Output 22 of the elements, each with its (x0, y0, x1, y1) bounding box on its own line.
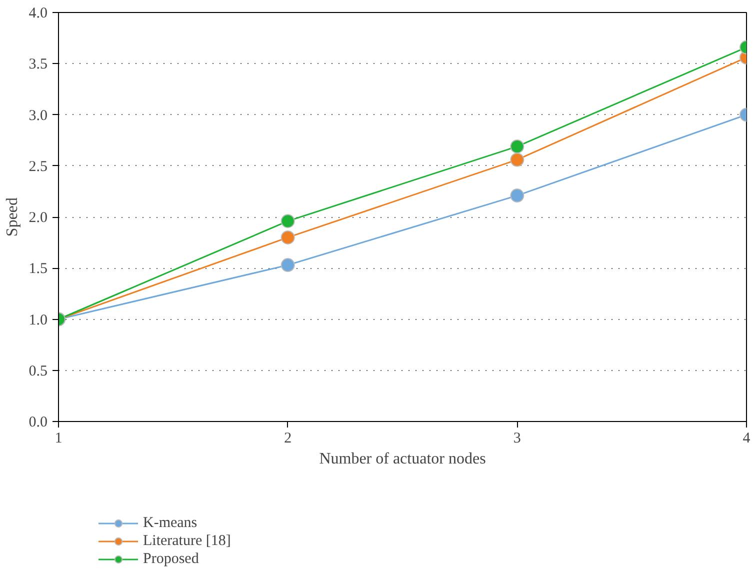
y-tick-label: 4.0 (28, 6, 48, 22)
x-axis-title: Number of actuator nodes (319, 450, 486, 468)
x-tick-label: 2 (284, 430, 292, 446)
legend-label: Literature [18] (143, 532, 231, 550)
x-tick-label: 4 (742, 430, 751, 446)
y-tick-label: 1.0 (28, 312, 48, 328)
y-tick-label: 1.5 (28, 261, 48, 278)
point (280, 258, 295, 272)
point (510, 188, 524, 203)
x-tick-label: 3 (513, 430, 521, 446)
legend-label: K-means (143, 514, 198, 532)
point (510, 152, 524, 167)
y-tick-label: 0.0 (28, 414, 48, 430)
y-axis-title: Speed (4, 197, 21, 237)
y-tick-label: 3.0 (28, 108, 48, 124)
x-tick-label: 1 (54, 430, 62, 446)
y-tick-label: 3.5 (28, 56, 48, 73)
y-tick-label: 2.5 (28, 158, 48, 175)
y-tick-label: 2.0 (28, 210, 48, 226)
y-tick-label: 0.5 (28, 363, 48, 380)
point (280, 230, 295, 244)
legend-label: Proposed (143, 550, 199, 568)
